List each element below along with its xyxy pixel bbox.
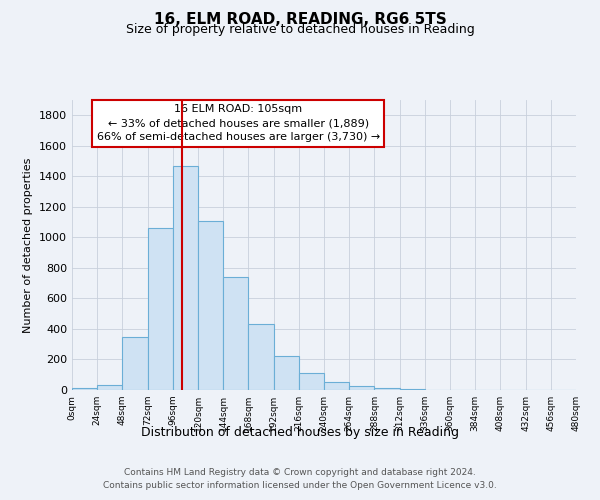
Bar [299,373,324,390]
Y-axis label: Number of detached properties: Number of detached properties [23,158,34,332]
Bar [274,356,299,390]
Bar [248,324,274,390]
Text: Contains HM Land Registry data © Crown copyright and database right 2024.: Contains HM Land Registry data © Crown c… [124,468,476,477]
Bar [374,388,400,390]
Bar [198,220,223,390]
Bar [400,389,425,390]
Text: Contains public sector information licensed under the Open Government Licence v3: Contains public sector information licen… [103,480,497,490]
Bar [122,336,148,390]
Bar [349,386,374,390]
Text: Distribution of detached houses by size in Reading: Distribution of detached houses by size … [141,426,459,439]
Bar [324,382,349,390]
Bar [148,228,173,390]
Bar [223,277,248,390]
Bar [72,388,97,390]
Text: Size of property relative to detached houses in Reading: Size of property relative to detached ho… [125,22,475,36]
Text: 16, ELM ROAD, READING, RG6 5TS: 16, ELM ROAD, READING, RG6 5TS [154,12,446,28]
Text: 16 ELM ROAD: 105sqm
← 33% of detached houses are smaller (1,889)
66% of semi-det: 16 ELM ROAD: 105sqm ← 33% of detached ho… [97,104,380,142]
Bar [173,166,198,390]
Bar [97,386,122,390]
